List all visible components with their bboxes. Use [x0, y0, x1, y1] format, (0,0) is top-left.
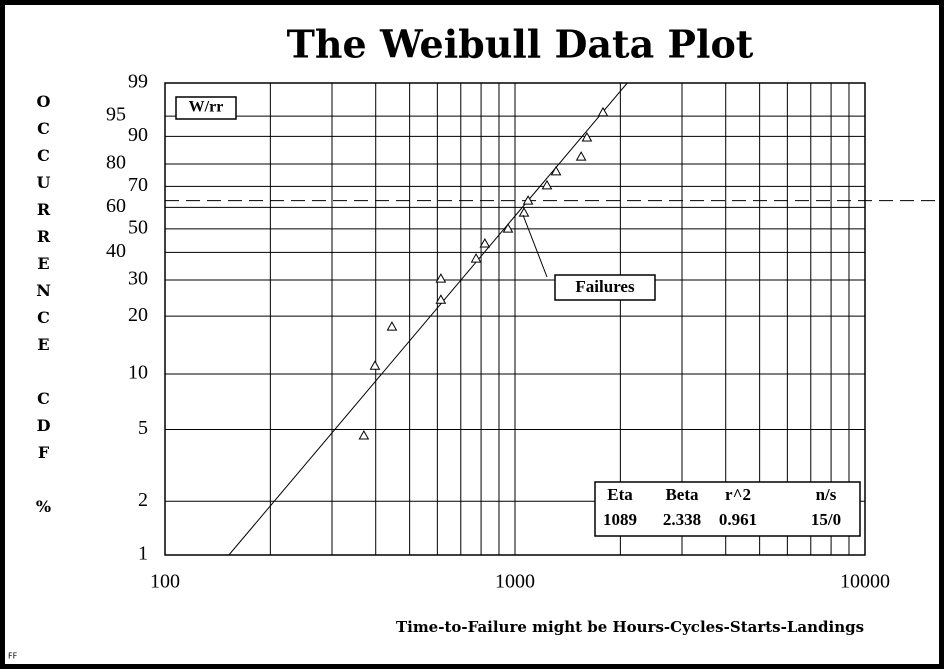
- y-tick-label: 60: [106, 195, 126, 217]
- data-point: [541, 179, 553, 190]
- annotation: Failures: [575, 277, 635, 296]
- stats-header: n/s: [816, 485, 837, 504]
- chart-title: The Weibull Data Plot: [287, 22, 754, 67]
- y-axis-label: OCCURRENCE CDF %: [34, 92, 53, 524]
- annotation-arrow: [522, 214, 548, 278]
- y-tick-label: 40: [106, 240, 126, 262]
- data-point: [575, 151, 587, 161]
- x-tick-label: 10000: [840, 571, 890, 593]
- data-point: [502, 223, 514, 233]
- x-tick-label: 100: [150, 571, 180, 593]
- y-tick-label: 95: [106, 104, 126, 126]
- data-point: [358, 430, 370, 440]
- plot-border: [164, 82, 866, 556]
- data-point: [479, 238, 491, 248]
- stats-header: r^2: [725, 485, 751, 504]
- y-tick-label: 80: [106, 152, 126, 174]
- y-tick-label: 99: [128, 71, 148, 93]
- data-point: [470, 253, 482, 263]
- data-point: [581, 132, 593, 142]
- data-point: [435, 273, 447, 283]
- footer: FF: [8, 652, 18, 661]
- y-tick-label: 1: [138, 543, 148, 565]
- y-tick-label: 10: [128, 362, 148, 384]
- stats-header: Eta: [607, 485, 633, 504]
- y-tick-label: 2: [138, 489, 148, 511]
- y-tick-label: 90: [128, 124, 148, 146]
- x-tick-label: 1000: [495, 571, 535, 593]
- stats-value: 15/0: [811, 510, 841, 529]
- y-tick-label: 50: [128, 216, 148, 238]
- data-point: [518, 207, 530, 217]
- data-point: [369, 360, 381, 370]
- data-point: [597, 106, 609, 117]
- y-tick-label: 30: [128, 268, 148, 290]
- stats-header: Beta: [665, 485, 699, 504]
- y-tick-label: 5: [138, 417, 148, 439]
- stats-value: 0.961: [719, 510, 757, 529]
- data-point: [386, 321, 398, 331]
- annotation-box: [175, 96, 237, 120]
- stats-value: 1089: [603, 510, 637, 529]
- y-tick-label: 20: [128, 304, 148, 326]
- x-axis-label: Time-to-Failure might be Hours-Cycles-St…: [396, 618, 864, 636]
- stats-value: 2.338: [663, 510, 701, 529]
- annotation: W/rr: [189, 99, 224, 116]
- data-point: [435, 294, 447, 304]
- y-tick-label: 70: [128, 174, 148, 196]
- data-point: [522, 195, 534, 205]
- data-point: [550, 165, 562, 176]
- stats-box: [594, 481, 861, 537]
- fit-line: [228, 83, 628, 555]
- annotation-box: [554, 274, 656, 301]
